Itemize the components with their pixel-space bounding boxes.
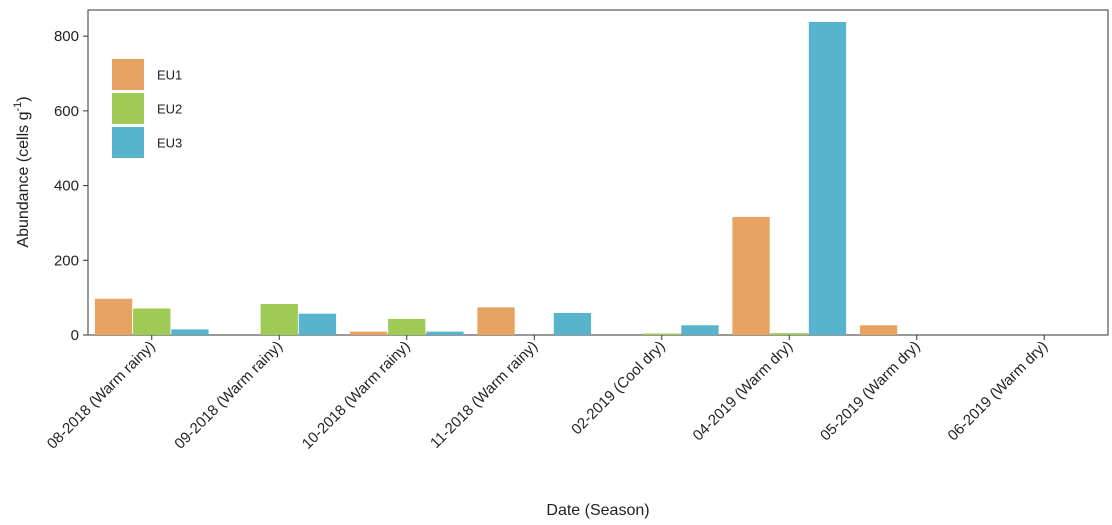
y-axis: 0 200 400 600 800: [54, 28, 88, 344]
legend-key-eu1: [112, 59, 144, 90]
legend-key-eu3: [112, 127, 144, 158]
bar-eu2-5: [770, 333, 808, 335]
bar-eu3-0: [171, 329, 209, 335]
y-axis-title: Abundance (cells g-1): [12, 96, 32, 247]
y-tick-label: 200: [54, 252, 79, 269]
y-tick-label: 400: [54, 178, 79, 195]
bar-eu1-0: [94, 298, 133, 335]
bars-layer: [94, 21, 898, 335]
bar-eu3-3: [553, 312, 592, 335]
y-tick-label: 0: [71, 327, 79, 344]
y-axis-title-superscript: -1: [12, 102, 24, 112]
x-tick-label: 06-2019 (Warm dry): [945, 338, 1052, 445]
x-tick-label: 04-2019 (Warm dry): [690, 338, 797, 445]
bar-eu3-4: [681, 325, 719, 335]
y-axis-title-close: ): [15, 96, 32, 101]
x-tick-label: 10-2018 (Warm rainy): [299, 338, 414, 453]
x-tick-label: 11-2018 (Warm rainy): [427, 338, 541, 452]
bar-eu1-6: [859, 325, 898, 335]
legend: EU1 EU2 EU3: [112, 59, 182, 158]
bar-eu1-3: [477, 307, 515, 335]
y-tick-label: 800: [54, 28, 79, 45]
bar-eu3-1: [298, 313, 337, 335]
x-axis-title: Date (Season): [546, 502, 649, 519]
bar-eu2-4: [643, 333, 681, 335]
bar-eu1-5: [732, 216, 770, 335]
x-tick-label: 05-2019 (Warm dry): [817, 338, 924, 445]
x-tick-label: 09-2018 (Warm rainy): [171, 338, 286, 453]
bar-eu3-5: [808, 21, 847, 335]
bar-eu2-2: [388, 318, 426, 335]
legend-label-eu1: EU1: [157, 68, 182, 83]
bar-eu2-0: [133, 308, 171, 335]
x-tick-label: 02-2019 (Cool dry): [568, 338, 668, 438]
x-axis: 08-2018 (Warm rainy) 09-2018 (Warm rainy)…: [44, 335, 1051, 453]
y-tick-label: 600: [54, 103, 79, 120]
legend-key-eu2: [112, 93, 144, 124]
legend-label-eu3: EU3: [157, 136, 182, 151]
legend-label-eu2: EU2: [157, 102, 182, 117]
plot-panel-border: [87, 9, 1109, 336]
bar-eu1-2: [349, 331, 388, 335]
bar-eu3-2: [426, 331, 464, 335]
x-tick-label: 08-2018 (Warm rainy): [44, 338, 159, 453]
bar-eu2-1: [260, 303, 298, 335]
